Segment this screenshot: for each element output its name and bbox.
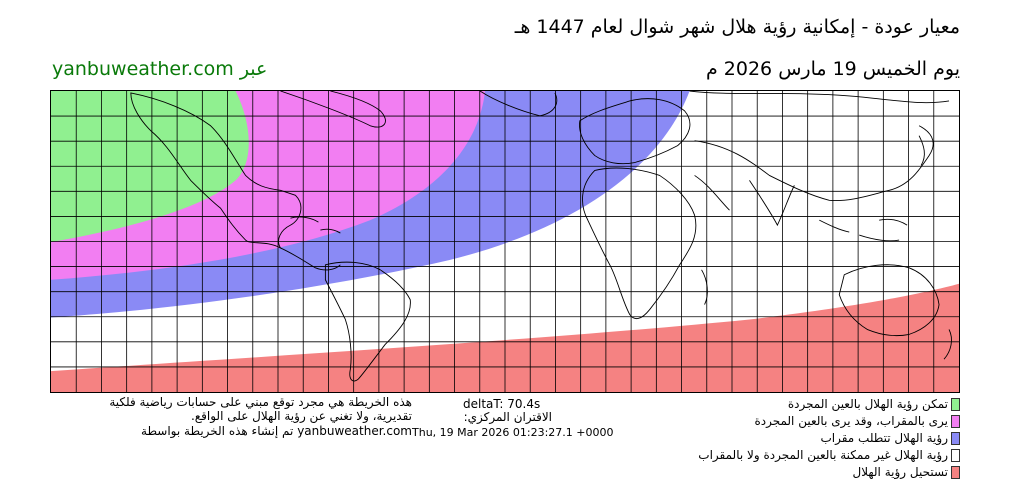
conjunction-label: الاقتران المركزي:	[463, 410, 552, 424]
visibility-map	[50, 90, 960, 393]
legend-item-telescope: رؤية الهلال تتطلب مقراب	[820, 431, 960, 445]
legend-item-not-possible: رؤية الهلال غير ممكنة بالعين المجردة ولا…	[698, 448, 960, 462]
legend-label: رؤية الهلال تتطلب مقراب	[820, 431, 948, 445]
deltat-value: deltaT: 70.4s	[463, 397, 541, 411]
legend-label: يرى بالمقراب، وقد يرى بالعين المجردة	[754, 414, 948, 428]
legend-item-telescope-maybe-eye: يرى بالمقراب، وقد يرى بالعين المجردة	[754, 414, 960, 428]
legend-swatch	[951, 414, 960, 428]
map-title: معيار عودة - إمكانية رؤية هلال شهر شوال …	[514, 16, 960, 38]
legend-label: تمكن رؤية الهلال بالعين المجردة	[787, 397, 948, 411]
legend-swatch	[951, 431, 960, 445]
map-grid	[51, 91, 959, 392]
legend-swatch	[951, 465, 960, 479]
legend-item-impossible: تستحيل رؤية الهلال	[852, 465, 960, 479]
map-date: يوم الخميس 19 مارس 2026 م	[705, 58, 960, 80]
legend-swatch	[951, 397, 960, 411]
legend-label: تستحيل رؤية الهلال	[852, 465, 948, 479]
credit-line: yanbuweather.com تم إنشاء هذه الخريطة بو…	[141, 424, 412, 438]
coastlines	[130, 91, 952, 382]
disclaimer-line-1: هذه الخريطة هي مجرد توقع مبني على حسابات…	[109, 395, 412, 409]
conjunction-time: Thu, 19 Mar 2026 01:23:27.1 +0000	[412, 426, 614, 439]
legend-item-naked-eye: تمكن رؤية الهلال بالعين المجردة	[788, 397, 960, 411]
legend-label: رؤية الهلال غير ممكنة بالعين المجردة ولا…	[698, 448, 948, 462]
disclaimer-line-2: تقديرية، ولا تغني عن رؤية الهلال على الو…	[190, 409, 412, 423]
legend-swatch	[951, 448, 960, 462]
site-credit[interactable]: yanbuweather.com عبر	[52, 58, 268, 80]
